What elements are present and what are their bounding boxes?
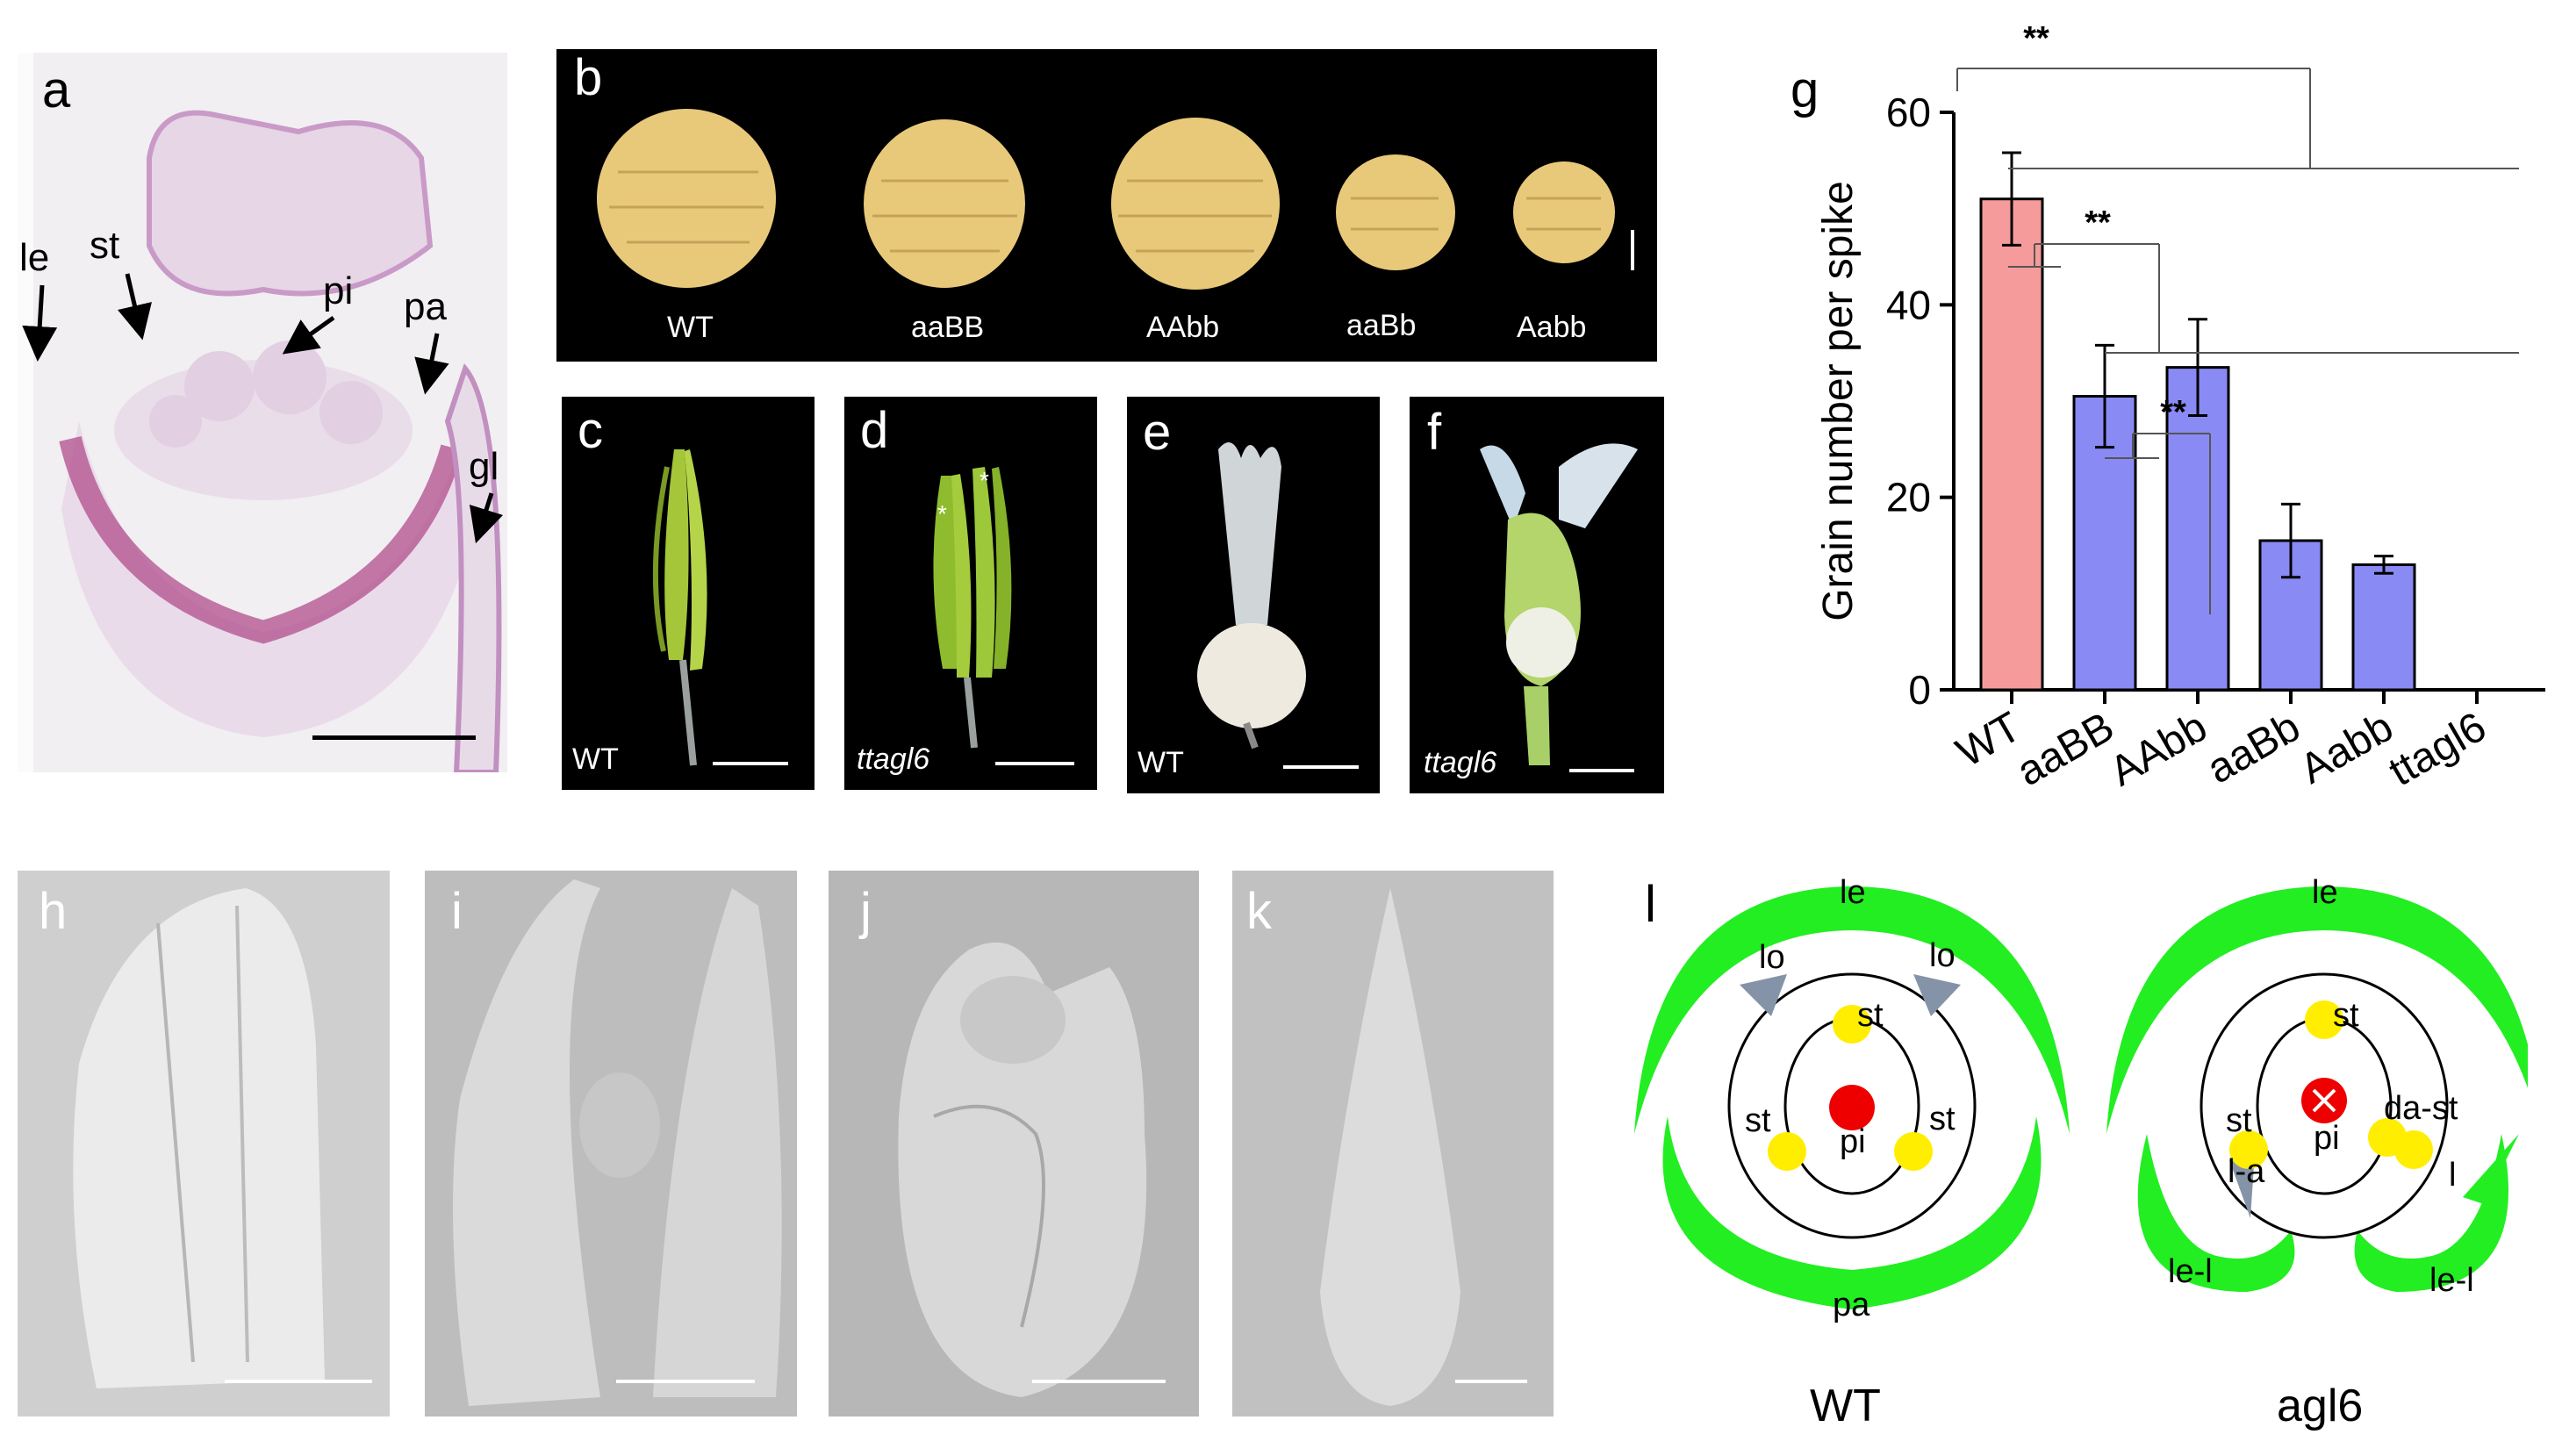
agl6-label-le-l: le-l [2429, 1262, 2474, 1299]
agl6-label-le: le [2312, 874, 2338, 911]
wt-label-st: st [1745, 1102, 1771, 1139]
significance-marker: ** [2085, 204, 2111, 241]
genotype-label-AAbb: AAbb [1146, 311, 1220, 344]
wt-label-pi: pi [1840, 1123, 1866, 1160]
panel-j: j [829, 871, 1199, 1417]
x-tick-label: Aabb [2293, 704, 2401, 793]
panel-label-k: k [1246, 883, 1272, 940]
agl6-label-st: st [2226, 1102, 2252, 1139]
scale-bar [1455, 1380, 1527, 1383]
scale-bar [1631, 230, 1634, 270]
panel-d-caption: ttagl6 [857, 742, 930, 776]
panel-label-f: f [1427, 404, 1442, 461]
panel-label-j: j [860, 883, 872, 940]
panel-label-l: l [1645, 876, 1656, 933]
sem-image [453, 879, 782, 1406]
annotation-pa: pa [404, 285, 447, 328]
sem-image [898, 942, 1147, 1397]
x-tick-label: aaBb [2200, 704, 2308, 793]
scale-bar [1569, 769, 1634, 772]
wt-label-st: st [1857, 997, 1884, 1034]
y-tick-label: 60 [1886, 90, 1931, 135]
agl6-title: agl6 [2277, 1381, 2364, 1431]
agl6-diagram [2106, 886, 2528, 1292]
anther-image [652, 449, 707, 766]
pistil-image [1197, 442, 1306, 750]
wt-title: WT [1810, 1381, 1881, 1431]
scale-bar [225, 1380, 372, 1383]
annotation-st: st [90, 224, 120, 267]
annotation-gl: gl [469, 445, 499, 488]
scale-bar [713, 762, 788, 765]
panel-label-h: h [39, 883, 68, 940]
panel-h: h [18, 871, 390, 1417]
x-tick-label: aaBB [2009, 704, 2121, 796]
scale-bar [995, 762, 1074, 765]
y-tick-label: 0 [1908, 667, 1931, 713]
panel-k: k [1232, 871, 1554, 1417]
x-tick-label: ttagl6 [2381, 704, 2494, 796]
annotation-pi: pi [323, 269, 354, 312]
genotype-label-wt: WT [667, 311, 714, 344]
genotype-label-aaBb: aaBb [1346, 309, 1417, 342]
panel-f: f ttagl6 [1410, 397, 1664, 793]
x-tick-label: AAbb [2102, 704, 2214, 796]
agl6-label-l-a: l-a [2228, 1153, 2265, 1190]
wt-label-lo: lo [1759, 939, 1785, 976]
agl6-label-da-st: da-st [2384, 1090, 2458, 1127]
bar [1979, 197, 2044, 692]
pistil-image [1480, 443, 1638, 765]
sem-image [1320, 888, 1460, 1406]
asterisk-mark: * [980, 467, 989, 494]
wt-label-st: st [1929, 1101, 1956, 1137]
significance-marker: ** [2023, 20, 2049, 57]
agl6-label-l: l [2449, 1157, 2457, 1194]
panel-label-e: e [1143, 404, 1172, 461]
panel-label-g: g [1791, 61, 1819, 118]
floral-diagrams [1634, 886, 2528, 1309]
y-tick-label: 40 [1886, 282, 1931, 327]
panel-a: a le st pi pa gl [18, 53, 507, 772]
panel-e-caption: WT [1137, 746, 1184, 779]
asterisk-mark: * [937, 500, 947, 527]
panel-g: g 0 20 40 60 Grain number per spike WT aaBB AAb… [1782, 0, 2562, 843]
wt-label-pa: pa [1833, 1287, 1870, 1323]
scale-bar [1283, 765, 1359, 769]
panel-i: i [425, 871, 797, 1417]
significance-marker: ** [2160, 394, 2186, 431]
panel-label-c: c [578, 402, 603, 459]
grain-piles [597, 109, 1615, 290]
agl6-label-pi: pi [2314, 1120, 2340, 1157]
panel-a-section-image [18, 53, 507, 772]
panel-d: d * * ttagl6 [844, 397, 1097, 790]
panel-label-i: i [451, 883, 463, 940]
annotation-le: le [19, 236, 50, 279]
wt-label-le: le [1840, 874, 1866, 911]
genotype-label-Aabb: Aabb [1517, 311, 1587, 344]
panel-label-a: a [42, 61, 71, 118]
panel-label-d: d [860, 402, 889, 459]
wt-label-lo: lo [1929, 937, 1956, 974]
panel-e: e WT [1127, 397, 1380, 793]
wt-diagram [1634, 886, 2070, 1309]
annotation-arrows [22, 273, 504, 544]
anther-image [933, 467, 1012, 749]
bar [2351, 563, 2416, 692]
y-tick-label: 20 [1886, 475, 1931, 520]
scale-bar [312, 735, 476, 740]
sem-image [73, 888, 326, 1388]
scale-bar [616, 1380, 755, 1383]
panel-l: l [1615, 871, 2528, 1456]
panel-c-caption: WT [572, 742, 619, 776]
y-axis-label: Grain number per spike [1815, 181, 1862, 621]
panel-b: b WT aaBB AAbb aaBb Aabb [556, 49, 1657, 362]
genotype-label-aaBB: aaBB [911, 311, 985, 344]
panel-label-b: b [574, 49, 603, 106]
panel-c: c WT [562, 397, 815, 790]
scale-bar [1032, 1380, 1166, 1383]
agl6-label-le-l: le-l [2168, 1253, 2213, 1290]
panel-f-caption: ttagl6 [1424, 746, 1497, 779]
agl6-label-st: st [2333, 997, 2359, 1034]
